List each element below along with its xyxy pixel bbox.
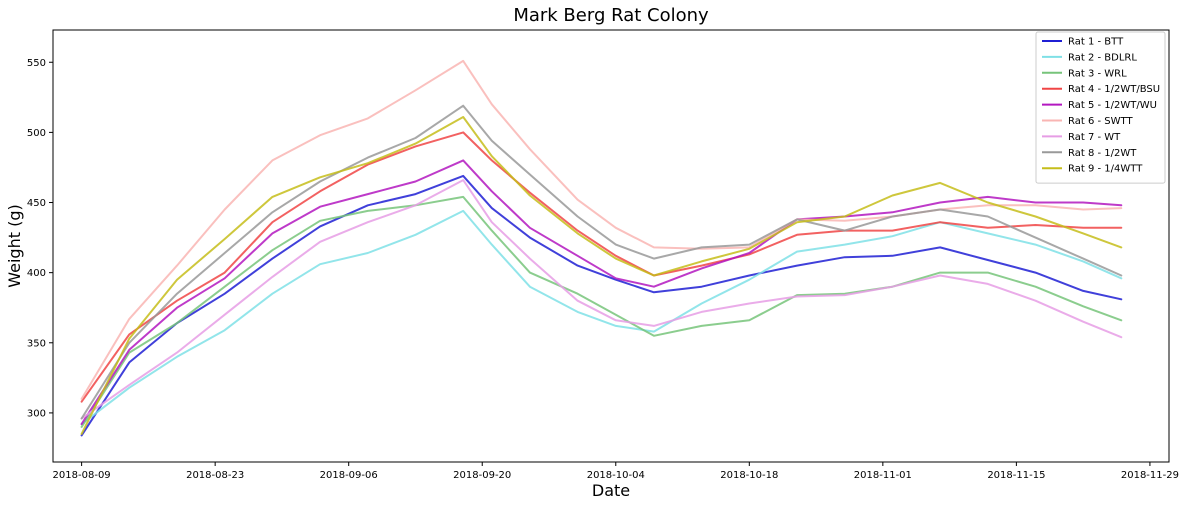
x-tick-label: 2018-10-18	[720, 470, 778, 481]
x-tick-label: 2018-08-23	[186, 470, 244, 481]
legend-label: Rat 3 - WRL	[1068, 68, 1127, 79]
y-tick-label: 550	[27, 58, 46, 69]
y-tick-label: 300	[27, 408, 46, 419]
plot-frame	[52, 29, 1170, 463]
legend-label: Rat 8 - 1/2WT	[1068, 148, 1137, 159]
legend-box	[1035, 31, 1166, 184]
x-axis-title: Date	[592, 481, 630, 500]
legend-label: Rat 7 - WT	[1068, 132, 1121, 143]
series-line-rat-5-1-2wt-wu	[80, 159, 1123, 426]
x-tick-label: 2018-09-06	[320, 470, 378, 481]
series-line-rat-4-1-2wt-bsu	[80, 131, 1123, 403]
x-axis: 2018-08-09 2018-08-23 2018-09-06 2018-09-20…	[53, 462, 1179, 481]
legend-label: Rat 2 - BDLRL	[1068, 52, 1137, 63]
series-line-rat-6-swtt	[80, 59, 1123, 400]
series-line-rat-1-btt	[80, 174, 1123, 437]
legend-label: Rat 4 - 1/2WT/BSU	[1068, 84, 1160, 95]
legend-label: Rat 1 - BTT	[1068, 37, 1124, 48]
y-tick-label: 500	[27, 128, 46, 139]
series-line-rat-9-1-4wtt	[80, 116, 1123, 435]
y-axis-title: Weight (g)	[5, 204, 24, 287]
y-tick-label: 400	[27, 268, 46, 279]
plot-area	[53, 30, 1169, 462]
series-line-rat-7-wt	[80, 179, 1123, 420]
x-tick-label: 2018-08-09	[53, 470, 111, 481]
x-tick-label: 2018-11-01	[854, 470, 912, 481]
x-tick-label: 2018-11-29	[1121, 470, 1179, 481]
y-axis: 300 350 400 450 500 550	[27, 58, 53, 419]
y-tick-label: 450	[27, 198, 46, 209]
x-tick-label: 2018-09-20	[453, 470, 511, 481]
x-tick-label: 2018-11-15	[987, 470, 1045, 481]
series-line-rat-3-wrl	[80, 195, 1123, 428]
chart-title: Mark Berg Rat Colony	[513, 5, 709, 26]
legend: Rat 1 - BTT Rat 2 - BDLRL Rat 3 - WRL Rat 4…	[1035, 31, 1166, 184]
series-layer	[80, 59, 1123, 437]
y-tick-label: 350	[27, 338, 46, 349]
x-tick-label: 2018-10-04	[587, 470, 645, 481]
legend-label: Rat 5 - 1/2WT/WU	[1068, 100, 1157, 111]
legend-label: Rat 9 - 1/4WTT	[1068, 164, 1143, 175]
legend-label: Rat 6 - SWTT	[1068, 116, 1133, 127]
series-line-rat-8-1-2wt	[80, 104, 1123, 420]
